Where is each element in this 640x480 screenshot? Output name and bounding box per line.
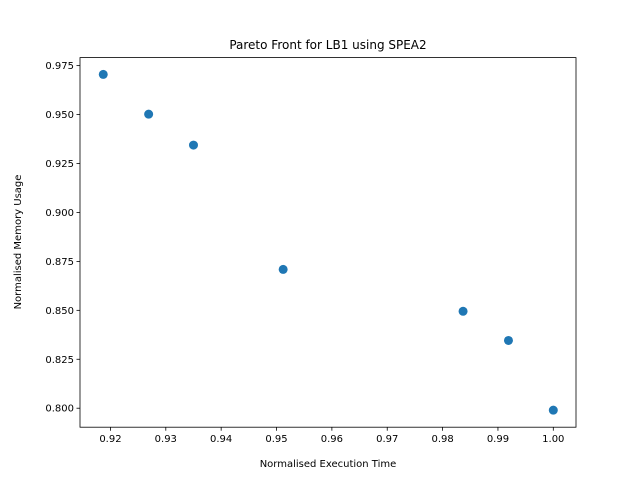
y-axis-label: Normalised Memory Usage [13,175,24,310]
y-tick-label: 0.850 [45,306,74,317]
x-axis-ticks: 0.92 0.93 0.94 0.95 0.96 0.97 0.98 0.99 1.00 [99,427,564,445]
data-points [98,69,558,415]
data-point-5 [458,306,468,316]
y-tick-label: 0.975 [45,61,74,72]
x-axis-label: Normalised Execution Time [260,459,397,470]
y-tick-label: 0.950 [45,110,74,121]
x-tick-label: 0.93 [155,434,177,445]
y-axis-ticks: 0.800 0.825 0.850 0.875 0.900 0.925 0.950 0.975 [45,61,80,415]
data-point-6 [503,335,513,345]
x-tick-label: 0.96 [321,434,343,445]
y-tick-label: 0.825 [45,355,74,366]
data-point-7 [548,405,558,415]
data-point-1 [98,69,108,79]
x-tick-label: 0.99 [487,434,509,445]
y-tick-label: 0.900 [45,208,74,219]
data-point-4 [278,264,288,274]
plot-frame [79,57,577,428]
x-tick-label: 0.98 [431,434,453,445]
x-tick-label: 0.94 [210,434,232,445]
x-tick-label: 0.97 [376,434,398,445]
x-tick-label: 0.92 [99,434,121,445]
data-point-2 [144,109,154,119]
x-tick-label: 0.95 [265,434,287,445]
y-tick-label: 0.925 [45,159,74,170]
y-tick-label: 0.800 [45,404,74,415]
x-tick-label: 1.00 [542,434,564,445]
y-tick-label: 0.875 [45,257,74,268]
data-point-3 [188,140,198,150]
chart-title: Pareto Front for LB1 using SPEA2 [229,38,426,52]
